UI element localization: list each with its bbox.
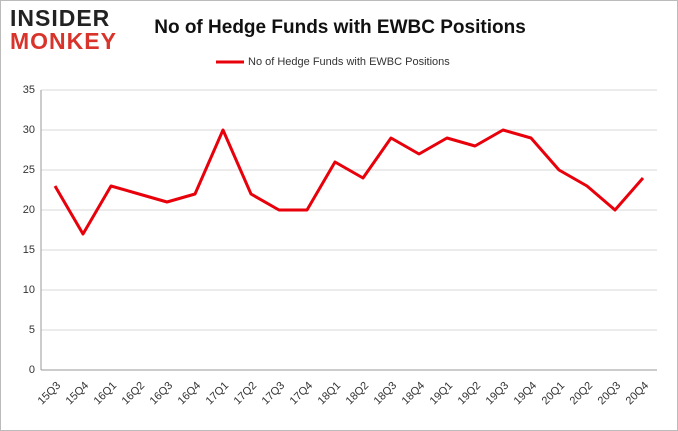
y-tick-label: 30 <box>23 124 35 136</box>
y-tick-label: 0 <box>29 364 35 376</box>
logo-bottom: MONKEY <box>10 28 117 54</box>
series-line <box>53 128 645 236</box>
y-tick-label: 5 <box>29 324 35 336</box>
chart-title: No of Hedge Funds with EWBC Positions <box>154 17 526 38</box>
logo-top: INSIDER <box>10 5 110 31</box>
legend-label: No of Hedge Funds with EWBC Positions <box>248 56 450 68</box>
y-tick-label: 35 <box>23 84 35 96</box>
y-tick-label: 15 <box>23 244 35 256</box>
y-tick-label: 25 <box>23 164 35 176</box>
y-tick-label: 10 <box>23 284 35 296</box>
y-tick-label: 20 <box>23 204 35 216</box>
